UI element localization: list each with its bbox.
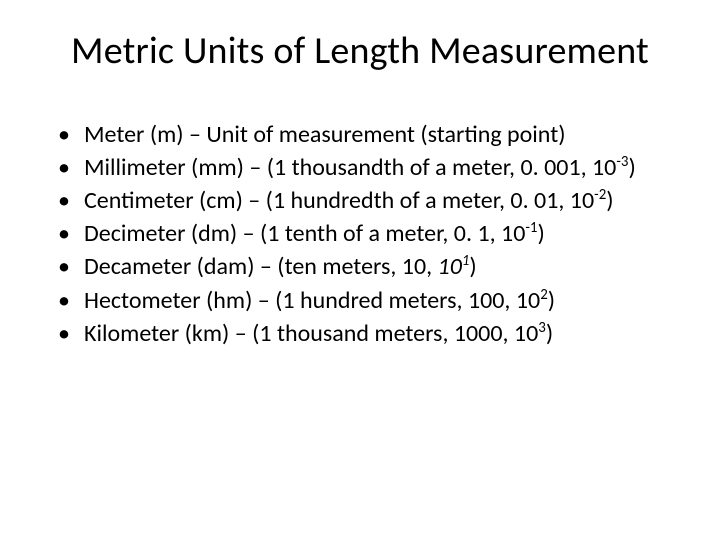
bullet-text-pre: Centimeter (cm) – (1 hundredth of a mete… <box>84 186 594 215</box>
bullet-text-post: ) <box>537 219 544 248</box>
bullet-text-pre: Decameter (dam) – (ten meters, 10, <box>84 252 438 281</box>
bullet-text-post: ) <box>606 186 613 215</box>
power-exponent: 2 <box>540 285 548 303</box>
slide-title: Metric Units of Length Measurement <box>40 28 680 74</box>
bullet-text-pre: Millimeter (mm) – (1 thousandth of a met… <box>84 153 616 182</box>
power-base: 10 <box>438 252 462 281</box>
power-exponent: 3 <box>538 318 546 336</box>
bullet-text-pre: Meter (m) – Unit of measurement (startin… <box>84 120 566 149</box>
power-exponent: -2 <box>594 185 606 203</box>
bullet-text-post: ) <box>548 286 555 315</box>
power-exponent: -3 <box>616 152 628 170</box>
bullet-text-pre: Hectometer (hm) – (1 hundred meters, 100… <box>84 286 540 315</box>
list-item: Hectometer (hm) – (1 hundred meters, 100… <box>58 284 680 317</box>
power-exponent: -1 <box>525 218 537 236</box>
list-item: Millimeter (mm) – (1 thousandth of a met… <box>58 151 680 184</box>
slide-container: Metric Units of Length Measurement Meter… <box>0 0 720 540</box>
bullet-text-pre: Kilometer (km) – (1 thousand meters, 100… <box>84 319 538 348</box>
list-item: Decimeter (dm) – (1 tenth of a meter, 0.… <box>58 217 680 250</box>
list-item: Meter (m) – Unit of measurement (startin… <box>58 118 680 151</box>
bullet-text-post: ) <box>628 153 635 182</box>
bullet-list: Meter (m) – Unit of measurement (startin… <box>40 118 680 350</box>
bullet-text-post: ) <box>546 319 553 348</box>
bullet-text-post: ) <box>469 252 476 281</box>
bullet-text-pre: Decimeter (dm) – (1 tenth of a meter, 0.… <box>84 219 525 248</box>
list-item: Kilometer (km) – (1 thousand meters, 100… <box>58 317 680 350</box>
list-item: Decameter (dam) – (ten meters, 10, 101) <box>58 250 680 283</box>
list-item: Centimeter (cm) – (1 hundredth of a mete… <box>58 184 680 217</box>
